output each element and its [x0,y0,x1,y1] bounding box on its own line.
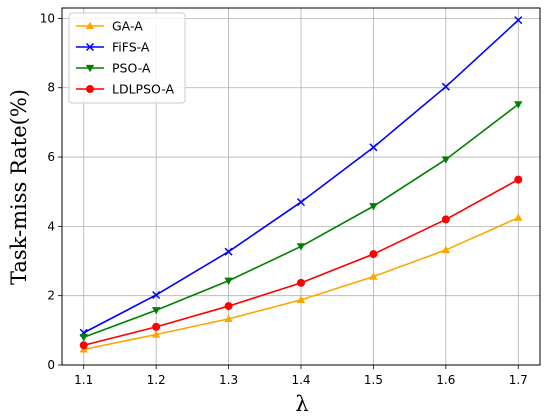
data-point-ga-a [151,330,161,338]
series-layer [79,16,523,353]
legend-item-fifs-a: FiFS-A [76,40,150,55]
data-point-pso-a [151,307,161,315]
y-tick-label: 6 [47,150,55,164]
data-point-fifs-a [369,143,378,152]
legend-item-pso-a: PSO-A [76,61,151,76]
y-axis-title: Task-miss Rate(%) [7,89,31,285]
series-ldlpso-a [79,175,523,350]
data-point-fifs-a [441,82,450,91]
data-point-fifs-a [296,198,306,207]
data-point-ga-a [441,245,451,254]
data-point-ga-a [369,272,378,280]
legend: GA-A FiFS-A PSO-A LDLPSO-A [68,12,186,104]
legend-box [68,12,186,104]
y-tick-label: 4 [47,219,55,233]
data-point-ldlpso-a [369,250,378,259]
x-tick-label: 1.4 [291,373,310,387]
series-ga-a [79,213,523,353]
data-point-ldlpso-a [152,322,161,331]
x-axis-title: λ [295,392,308,416]
data-point-pso-a [296,243,306,251]
data-point-fifs-a [152,290,161,300]
data-point-ga-a [296,295,306,303]
y-tick-label: 8 [47,81,55,95]
x-tick-label: 1.1 [74,373,93,387]
data-point-pso-a [224,277,233,285]
y-tick-label: 10 [40,11,55,25]
legend-label: LDLPSO-A [112,82,174,97]
data-point-pso-a [441,156,451,164]
series-pso-a [79,101,523,342]
legend-label: FiFS-A [112,40,150,55]
legend-label: PSO-A [112,61,151,76]
data-point-pso-a [79,334,88,342]
y-tick-label: 0 [47,358,55,372]
data-point-ldlpso-a [79,341,88,350]
legend-swatch-marker [85,42,95,52]
data-point-pso-a [514,101,523,109]
data-point-ldlpso-a [441,215,450,224]
data-point-ga-a [514,213,523,221]
legend-swatch-marker [86,85,94,93]
data-point-pso-a [369,203,378,211]
data-point-ldlpso-a [514,175,523,184]
data-point-ldlpso-a [297,278,305,287]
data-point-fifs-a [514,16,523,25]
data-point-ga-a [224,314,233,323]
x-tick-label: 1.6 [436,373,455,387]
data-point-ldlpso-a [224,302,233,311]
x-tick-label: 1.2 [147,373,166,387]
y-tick-label: 2 [47,289,55,303]
x-tick-label: 1.5 [364,373,383,387]
legend-swatch-marker [85,21,95,30]
data-point-fifs-a [224,247,233,256]
legend-label: GA-A [112,19,143,34]
legend-swatch-marker [85,64,95,73]
axis-ticks: 1.1 1.2 1.3 1.4 1.5 1.6 1.7 0 2 4 6 8 10 [40,11,528,387]
x-tick-label: 1.3 [219,373,238,387]
x-tick-label: 1.7 [509,373,528,387]
legend-item-ldlpso-a: LDLPSO-A [76,82,174,97]
legend-item-ga-a: GA-A [76,19,143,34]
